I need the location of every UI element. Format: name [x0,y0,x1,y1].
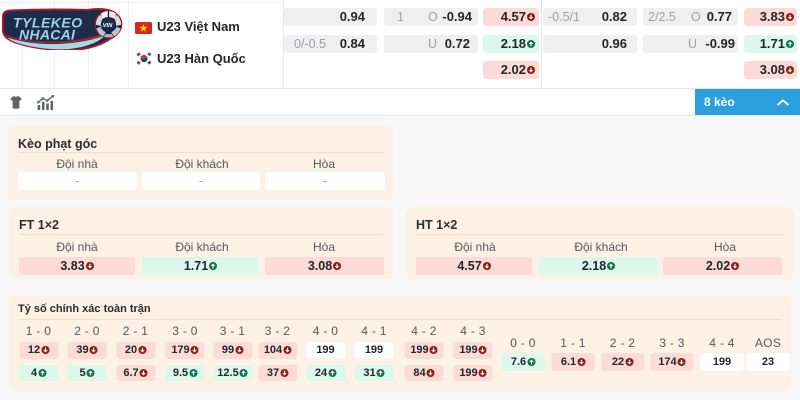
svg-text:TYLEKEO: TYLEKEO [13,15,83,31]
svg-text:NHACAI: NHACAI [19,26,76,42]
svg-text:.VIN: .VIN [101,23,113,29]
